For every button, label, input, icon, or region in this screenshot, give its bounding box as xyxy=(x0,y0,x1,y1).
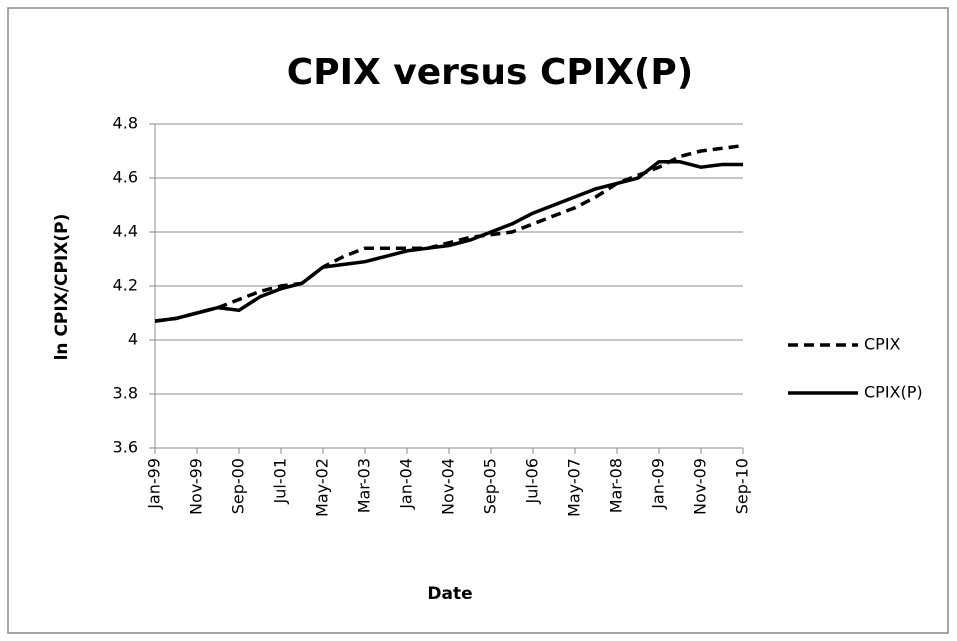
x-tick-label: Mar-08 xyxy=(607,458,626,513)
x-tick-label: Jan-04 xyxy=(397,458,416,510)
y-axis-title: ln CPIX/CPIX(P) xyxy=(52,214,72,361)
x-tick-label: Nov-99 xyxy=(187,458,206,515)
x-tick-label: May-07 xyxy=(565,458,584,517)
chart-border xyxy=(7,7,949,634)
y-tick-label: 4.2 xyxy=(113,276,138,295)
x-axis-title: Date xyxy=(427,584,472,604)
x-tick-label: May-02 xyxy=(313,458,332,517)
x-tick-label: Sep-05 xyxy=(481,458,500,514)
x-tick-label: Jul-06 xyxy=(523,458,542,504)
legend-label: CPIX xyxy=(864,335,901,354)
x-tick-label: Nov-04 xyxy=(439,458,458,515)
x-tick-label: Sep-10 xyxy=(733,458,752,514)
x-tick-label: Mar-03 xyxy=(355,458,374,513)
y-tick-label: 4.4 xyxy=(113,222,138,241)
y-tick-label: 4.8 xyxy=(113,114,138,133)
y-tick-label: 3.6 xyxy=(113,438,138,457)
series-line xyxy=(154,160,743,323)
y-tick-label: 4 xyxy=(128,330,138,349)
y-tick-label: 4.6 xyxy=(113,168,138,187)
x-tick-label: Jan-99 xyxy=(145,458,164,510)
legend-label: CPIX(P) xyxy=(864,383,923,402)
y-tick-label: 3.8 xyxy=(113,384,138,403)
x-tick-label: Jan-09 xyxy=(649,458,668,510)
x-tick-label: Jul-01 xyxy=(271,458,290,504)
x-tick-label: Sep-00 xyxy=(229,458,248,514)
x-tick-label: Nov-09 xyxy=(691,458,710,515)
chart-title: CPIX versus CPIX(P) xyxy=(287,52,693,93)
